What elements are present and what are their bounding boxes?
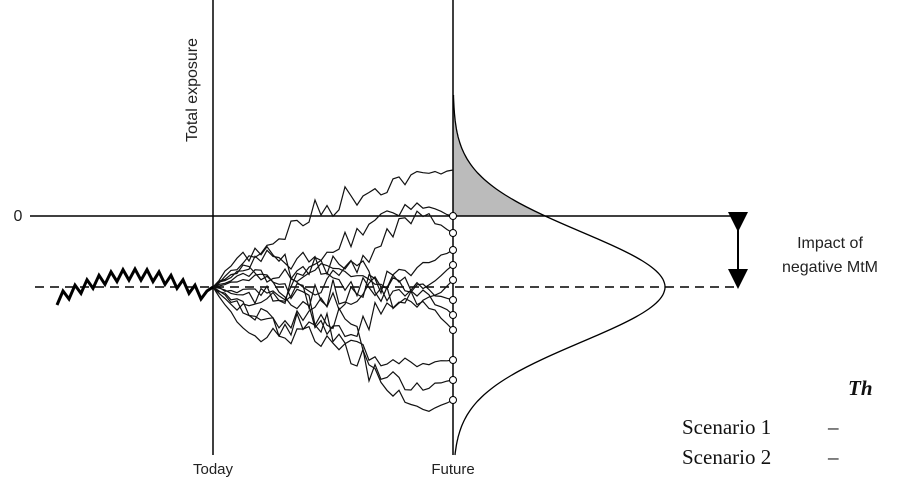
scenario-path	[212, 210, 454, 296]
shapes	[30, 0, 748, 456]
scenario-path	[212, 286, 454, 368]
side-row-value: –	[827, 445, 839, 469]
annotation: negative MtM	[782, 259, 878, 276]
history-path	[55, 265, 214, 306]
scenario-endpoint	[449, 356, 457, 364]
x-label: Today	[193, 461, 234, 478]
scenario-endpoint	[449, 311, 457, 319]
scenario-path	[212, 249, 454, 311]
x-label: Future	[431, 461, 474, 478]
scenario-endpoint	[449, 326, 457, 334]
scenario-endpoint	[449, 229, 457, 237]
scenario-path	[212, 264, 454, 338]
scenario-endpoint	[449, 261, 457, 269]
scenario-endpoint	[449, 212, 457, 220]
zero-label: 0	[14, 208, 23, 225]
scenario-endpoint	[449, 376, 457, 384]
y-axis-label: Total exposure	[184, 38, 201, 142]
scenario-path	[212, 263, 454, 301]
scenario-path	[212, 254, 454, 312]
scenario-path	[212, 270, 454, 330]
shaded-tail	[453, 95, 546, 216]
side-row-value: –	[827, 415, 839, 439]
scenario-path	[212, 286, 454, 412]
side-row-label: Scenario 1	[682, 415, 771, 439]
annotation: Impact of	[797, 235, 863, 252]
scenario-path	[212, 273, 454, 391]
scenario-path	[212, 169, 454, 288]
side-row-label: Scenario 2	[682, 445, 771, 469]
scenario-endpoint	[449, 246, 457, 254]
scenario-path	[212, 249, 454, 303]
scenario-paths	[212, 169, 457, 412]
side-heading: Th	[848, 376, 873, 400]
distribution-curve	[452, 95, 666, 456]
scenario-endpoint	[449, 396, 457, 404]
scenario-endpoint	[449, 276, 457, 284]
scenario-endpoint	[449, 296, 457, 304]
scenario-path	[212, 202, 454, 305]
